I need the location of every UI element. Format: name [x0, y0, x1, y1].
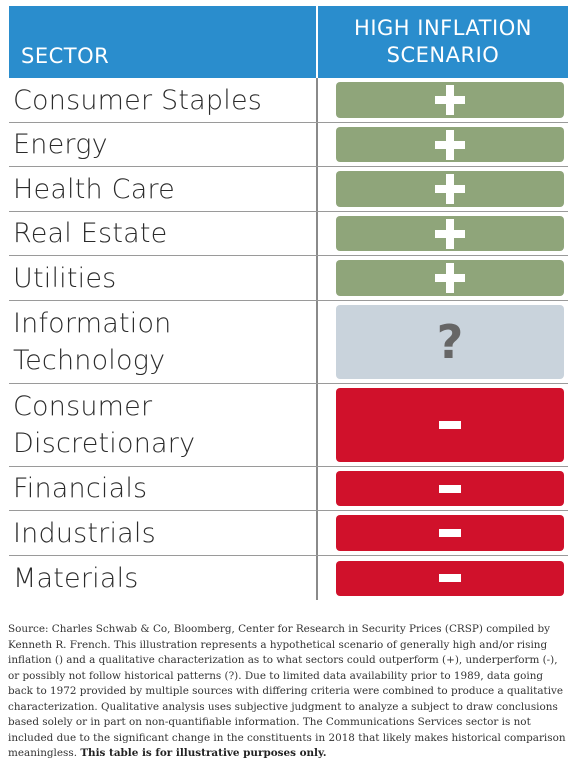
rating-cell — [318, 78, 568, 122]
minus-icon — [439, 421, 461, 429]
header-sector: SECTOR — [21, 44, 110, 68]
column-divider — [316, 467, 318, 510]
sector-name-line: Utilities — [13, 262, 117, 294]
rating-cell — [318, 167, 568, 211]
sector-name: Consumer Staples — [9, 78, 316, 122]
rating-badge-positive — [336, 171, 564, 207]
question-mark-icon: ? — [436, 315, 464, 369]
plus-icon — [435, 174, 465, 204]
column-divider — [316, 556, 318, 600]
header-divider — [316, 6, 318, 78]
sector-name: Materials — [9, 556, 316, 600]
rating-cell — [318, 212, 568, 255]
plus-icon — [435, 218, 465, 249]
sector-name-line: Industrials — [13, 517, 156, 549]
header-scenario: HIGH INFLATION SCENARIO — [318, 6, 568, 78]
sector-name: Energy — [9, 123, 316, 166]
table-row: Energy — [9, 123, 568, 167]
sector-name-line: Consumer — [13, 391, 153, 422]
table-row: Materials — [9, 556, 568, 600]
rating-badge-negative — [336, 515, 564, 551]
sector-name: Real Estate — [9, 212, 316, 255]
sector-name: Consumer Discretionary — [9, 384, 316, 466]
rating-badge-uncertain: ? — [336, 305, 564, 379]
table-row: Real Estate — [9, 212, 568, 256]
minus-icon — [439, 484, 461, 493]
rating-cell — [318, 467, 568, 510]
plus-icon — [435, 263, 465, 293]
sector-name: Information Technology — [9, 301, 316, 383]
rating-badge-positive — [336, 82, 564, 118]
sector-name: Industrials — [9, 511, 316, 555]
rating-cell: ? — [318, 301, 568, 383]
rating-cell — [318, 556, 568, 600]
minus-icon — [439, 529, 461, 537]
header-scenario-line2: SCENARIO — [386, 43, 500, 67]
rating-badge-positive — [336, 260, 564, 296]
sector-name: Financials — [9, 467, 316, 510]
sector-name: Health Care — [9, 167, 316, 211]
minus-icon — [439, 574, 461, 582]
column-divider — [316, 511, 318, 555]
column-divider — [316, 78, 318, 122]
plus-icon — [435, 129, 465, 160]
rating-cell — [318, 256, 568, 300]
rating-badge-negative — [336, 471, 564, 506]
table-row: Consumer Staples — [9, 78, 568, 123]
sector-name-line: Discretionary — [13, 428, 196, 459]
table-row: Information Technology? — [9, 301, 568, 384]
rating-badge-positive — [336, 127, 564, 162]
plus-icon — [435, 85, 465, 115]
sector-name-line: Financials — [13, 473, 148, 504]
sector-name-line: Technology — [13, 345, 166, 376]
footnote-text: Source: Charles Schwab & Co, Bloomberg, … — [8, 623, 566, 759]
table-row: Utilities — [9, 256, 568, 301]
rating-cell — [318, 123, 568, 166]
sector-name-line: Information — [13, 308, 172, 339]
table-row: Consumer Discretionary — [9, 384, 568, 467]
column-divider — [316, 212, 318, 255]
table-row: Industrials — [9, 511, 568, 556]
table-body: Consumer Staples Energy Health Care Real Es… — [9, 78, 568, 600]
column-divider — [316, 384, 318, 466]
column-divider — [316, 301, 318, 383]
rating-cell — [318, 511, 568, 555]
sector-name-line: Health Care — [13, 173, 175, 205]
column-divider — [316, 123, 318, 166]
sector-name-line: Energy — [13, 129, 108, 160]
table-row: Financials — [9, 467, 568, 511]
sector-name-line: Real Estate — [13, 218, 168, 249]
rating-badge-positive — [336, 216, 564, 251]
sector-table: SECTOR HIGH INFLATION SCENARIO — [9, 6, 568, 78]
sector-name-line: Consumer Staples — [13, 84, 263, 116]
table-header: SECTOR HIGH INFLATION SCENARIO — [9, 6, 568, 78]
table-row: Health Care — [9, 167, 568, 212]
column-divider — [316, 256, 318, 300]
rating-badge-negative — [336, 560, 564, 596]
column-divider — [316, 167, 318, 211]
header-scenario-line1: HIGH INFLATION — [354, 16, 532, 40]
rating-cell — [318, 384, 568, 466]
footnote: Source: Charles Schwab & Co, Bloomberg, … — [8, 622, 570, 762]
sector-name: Utilities — [9, 256, 316, 300]
sector-name-line: Materials — [13, 562, 139, 594]
rating-badge-negative — [336, 388, 564, 462]
